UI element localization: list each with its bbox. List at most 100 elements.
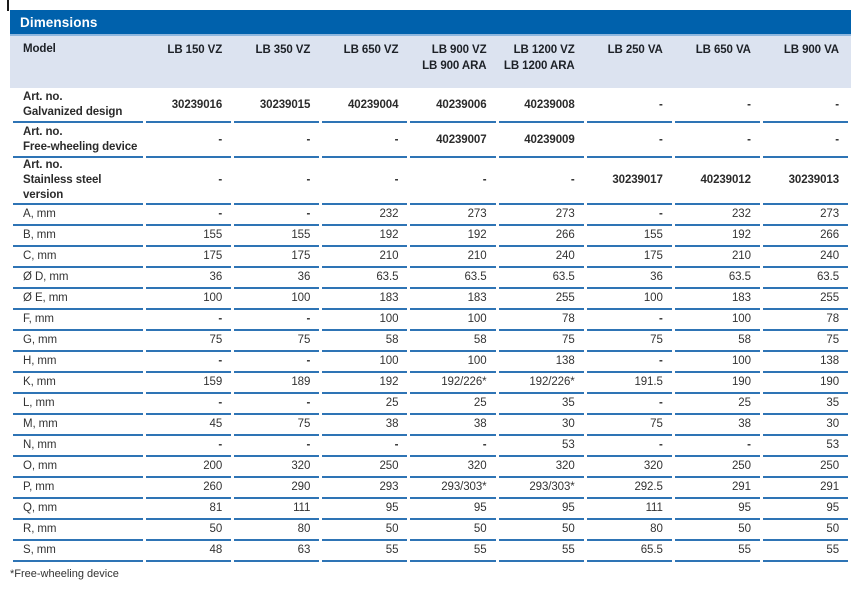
cell-value: 25: [322, 394, 408, 415]
cell-value: 260: [146, 478, 232, 499]
cell-value: 232: [322, 205, 408, 226]
cell-value: 95: [762, 499, 848, 520]
cell-value: 30239017: [586, 158, 672, 205]
cell-value: 192/226*: [498, 373, 584, 394]
cell-value: 111: [234, 499, 320, 520]
row-label: O, mm: [13, 457, 143, 478]
cell-value: 75: [586, 415, 672, 436]
row-label: Q, mm: [13, 499, 143, 520]
cell-value: -: [586, 394, 672, 415]
table-row: N, mm - - - -53- -53: [13, 436, 848, 457]
cell-value: 63.5: [410, 268, 496, 289]
cell-value: 45: [146, 415, 232, 436]
row-label: K, mm: [13, 373, 143, 394]
row-label: Art. no. Galvanized design: [13, 88, 143, 123]
cell-value: -: [762, 88, 848, 123]
cell-value: -: [146, 352, 232, 373]
cell-value: 36: [234, 268, 320, 289]
cell-value: 65.5: [586, 541, 672, 562]
cell-value: -: [410, 436, 496, 457]
cell-value: 273: [762, 205, 848, 226]
cell-value: 266: [762, 226, 848, 247]
cell-value: 40239006: [410, 88, 496, 123]
cell-value: -: [674, 88, 760, 123]
table-row: L, mm - -25 25 35-25 35: [13, 394, 848, 415]
table-row: Art. no. Stainless steel version - - - - -302…: [13, 158, 848, 205]
table-row: Art. no. Free-wheeling device - - -40239007…: [13, 123, 848, 158]
row-label: F, mm: [13, 310, 143, 331]
table-row: Q, mm 81 111 95 95 95 111 95 95: [13, 499, 848, 520]
model-header: Model: [23, 43, 56, 55]
table-row: K, mm 159 189 192 192/226* 192/226* 191.5 190 19…: [13, 373, 848, 394]
cell-value: -: [586, 123, 672, 158]
table-row: A, mm - -232 273 273-232 273: [13, 205, 848, 226]
cell-value: 232: [674, 205, 760, 226]
column-header: LB 900 VA: [783, 44, 839, 56]
cell-value: 100: [322, 352, 408, 373]
cell-value: 38: [674, 415, 760, 436]
table-row: B, mm 155 155 192 192 266 155 192 266: [13, 226, 848, 247]
cell-value: -: [586, 205, 672, 226]
cell-value: 100: [674, 352, 760, 373]
cell-value: -: [586, 352, 672, 373]
cell-value: 100: [674, 310, 760, 331]
cell-value: 78: [762, 310, 848, 331]
table-row: O, mm 200 320 250 320 320 320 250 250: [13, 457, 848, 478]
cell-value: 190: [762, 373, 848, 394]
cell-value: -: [234, 310, 320, 331]
cell-value: 250: [322, 457, 408, 478]
column-header: LB 900 VZ LB 900 ARA: [422, 44, 487, 72]
cell-value: 320: [234, 457, 320, 478]
row-label: A, mm: [13, 205, 143, 226]
cell-value: 255: [762, 289, 848, 310]
cell-value: -: [234, 394, 320, 415]
table-row: H, mm - -100 100 138-100 138: [13, 352, 848, 373]
cell-value: 293/303*: [498, 478, 584, 499]
cell-value: 35: [762, 394, 848, 415]
row-label: N, mm: [13, 436, 143, 457]
cell-value: 292.5: [586, 478, 672, 499]
cell-value: 40239004: [322, 88, 408, 123]
cell-value: -: [674, 123, 760, 158]
column-header: LB 350 VZ: [255, 44, 311, 56]
cell-value: 30239015: [234, 88, 320, 123]
cell-value: 183: [674, 289, 760, 310]
cell-value: 95: [322, 499, 408, 520]
cell-value: -: [586, 88, 672, 123]
row-label: G, mm: [13, 331, 143, 352]
cell-value: -: [322, 123, 408, 158]
cell-value: 100: [410, 310, 496, 331]
cell-value: 58: [322, 331, 408, 352]
cell-value: -: [234, 352, 320, 373]
cell-value: 63.5: [498, 268, 584, 289]
table-row: M, mm 45 75 38 38 30 75 38 30: [13, 415, 848, 436]
table-row: Ø D, mm 36 36 63.5 63.5 63.5 36 63.5 63.5: [13, 268, 848, 289]
cell-value: 320: [410, 457, 496, 478]
cell-value: 175: [586, 247, 672, 268]
cell-value: 63: [234, 541, 320, 562]
cell-value: 58: [674, 331, 760, 352]
cell-value: 191.5: [586, 373, 672, 394]
column-header: LB 1200 VZ LB 1200 ARA: [503, 44, 575, 72]
cell-value: 255: [498, 289, 584, 310]
cell-value: 320: [586, 457, 672, 478]
row-label: P, mm: [13, 478, 143, 499]
cell-value: 50: [410, 520, 496, 541]
cell-value: 100: [146, 289, 232, 310]
cell-value: 63.5: [762, 268, 848, 289]
cell-value: 266: [498, 226, 584, 247]
cell-value: -: [146, 123, 232, 158]
cell-value: 273: [498, 205, 584, 226]
cell-value: -: [146, 158, 232, 205]
cell-value: -: [322, 436, 408, 457]
cell-value: 75: [234, 331, 320, 352]
cell-value: 36: [146, 268, 232, 289]
cell-value: -: [674, 436, 760, 457]
cell-value: 100: [322, 310, 408, 331]
cell-value: 75: [586, 331, 672, 352]
column-header: LB 250 VA: [607, 44, 663, 56]
cell-value: -: [146, 310, 232, 331]
row-label: S, mm: [13, 541, 143, 562]
cell-value: 30239016: [146, 88, 232, 123]
row-label: B, mm: [13, 226, 143, 247]
